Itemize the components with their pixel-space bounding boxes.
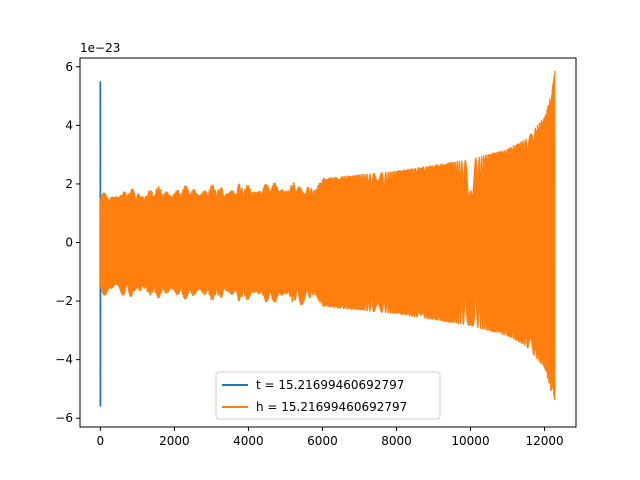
x-tick-label: 8000: [381, 434, 412, 448]
y-axis: −6 −4 −2 0 2 4 6: [55, 60, 80, 425]
legend-box: [215, 371, 441, 420]
x-tick-label: 10000: [451, 434, 489, 448]
x-tick-label: 6000: [307, 434, 338, 448]
plot-area: [99, 70, 556, 407]
y-tick-label: −6: [55, 411, 73, 425]
x-tick-label: 12000: [525, 434, 563, 448]
y-tick-label: 4: [65, 118, 73, 132]
x-tick-label: 0: [97, 434, 105, 448]
x-axis: 0 2000 4000 6000 8000 10000 12000: [97, 427, 564, 448]
y-tick-label: −2: [55, 294, 73, 308]
x-tick-label: 4000: [233, 434, 264, 448]
y-tick-label: 2: [65, 177, 73, 191]
legend-label-t: t = 15.21699460692797: [256, 378, 404, 392]
x-tick-label: 2000: [159, 434, 190, 448]
series-h-line: [99, 70, 556, 400]
y-tick-label: −4: [55, 353, 73, 367]
legend: t = 15.21699460692797 h = 15.21699460692…: [215, 371, 441, 420]
y-tick-label: 6: [65, 60, 73, 74]
y-tick-label: 0: [65, 236, 73, 250]
y-offset-text: 1e−23: [80, 41, 120, 55]
legend-label-h: h = 15.21699460692797: [256, 400, 407, 414]
